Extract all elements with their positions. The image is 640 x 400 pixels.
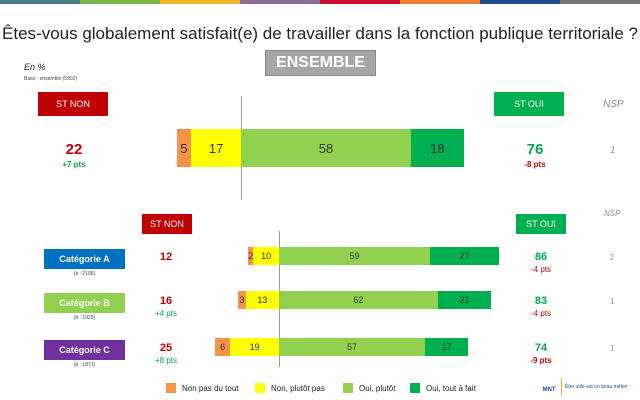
segment-non-plutot-pas: 13	[245, 291, 279, 309]
category-st-oui: 83	[534, 295, 548, 307]
unit-label: En %	[24, 62, 46, 72]
legend-label: Non, plutôt pas	[271, 383, 325, 393]
base-label: Base : ensemble (5902)	[24, 76, 78, 82]
legend-item-oui-plutot: Oui, plutôt	[343, 383, 395, 393]
cat-nsp-header: NSP	[604, 209, 621, 218]
segment-non-pas-du-tout: 5	[176, 129, 192, 167]
category-st-non-delta: +8 pts	[154, 356, 177, 365]
segment-non-plutot-pas: 10	[253, 247, 279, 265]
segment-oui-tout-a-fait: 27	[430, 247, 500, 265]
legend-swatch	[410, 383, 420, 393]
legend-swatch	[255, 383, 265, 393]
category-st-oui-delta: -4 pts	[530, 309, 551, 318]
segment-oui-plutot: 62	[279, 291, 438, 309]
st-oui-header: ST OUI	[494, 92, 564, 116]
category-nsp: 1	[610, 297, 615, 306]
segment-oui-tout-a-fait: 17	[424, 338, 469, 356]
legend-label: Oui, tout à fait	[426, 383, 476, 393]
category-label: Catégorie B	[44, 293, 125, 313]
top-color-stripe	[0, 0, 640, 4]
segment-oui-plutot: 58	[241, 129, 411, 167]
st-non-header: ST NON	[38, 92, 108, 116]
legend-swatch	[343, 383, 353, 393]
category-nsp: 2	[610, 253, 615, 262]
category-nsp: 1	[610, 344, 615, 353]
logo-divider	[561, 378, 562, 396]
category-st-non-delta: +4 pts	[154, 309, 177, 318]
ensemble-badge: ENSEMBLE	[265, 50, 376, 76]
chart-title: Êtes-vous globalement satisfait(e) de tr…	[2, 24, 638, 43]
segment-non-plutot-pas: 19	[230, 338, 279, 356]
cat-st-non-header: ST NON	[142, 214, 192, 234]
category-st-oui-delta: -4 pts	[530, 265, 551, 274]
overall-nsp: 1	[610, 145, 616, 156]
category-st-oui-delta: -9 pts	[530, 356, 552, 365]
legend-item-non-plutot-pas: Non, plutôt pas	[255, 383, 325, 393]
category-st-non: 16	[159, 295, 173, 307]
legend-item-oui-tout-a-fait: Oui, tout à fait	[410, 383, 476, 393]
segment-non-pas-du-tout: 3	[238, 291, 246, 309]
segment-oui-tout-a-fait: 18	[410, 129, 464, 167]
overall-st-non: 22	[65, 141, 83, 158]
segment-oui-plutot: 59	[279, 247, 431, 265]
legend-item-non-pas-du-tout: Non pas du tout	[166, 383, 238, 393]
overall-st-oui-delta: -8 pts	[524, 160, 546, 169]
category-st-oui: 86	[534, 251, 548, 263]
mnt-logo: MNT	[542, 387, 556, 393]
overall-st-oui: 76	[526, 141, 544, 158]
category-st-non: 25	[159, 342, 173, 354]
category-base: (b : 1925)	[73, 315, 96, 321]
segment-oui-tout-a-fait: 21	[437, 291, 492, 309]
category-st-non: 12	[159, 251, 173, 263]
category-base: (b : 2106)	[73, 271, 96, 277]
segment-non-pas-du-tout: 6	[215, 338, 231, 356]
category-base: (b : 1871)	[73, 362, 96, 368]
category-label: Catégorie C	[44, 340, 125, 360]
legend-label: Oui, plutôt	[359, 383, 396, 393]
segment-non-plutot-pas: 17	[191, 129, 241, 167]
cat-st-oui-header: ST OUI	[516, 214, 566, 234]
overall-st-non-delta: +7 pts	[62, 160, 86, 169]
category-st-oui: 74	[534, 342, 548, 354]
legend-swatch	[166, 383, 176, 393]
logo-tagline: Être utile est un beau métier	[565, 384, 628, 390]
segment-non-pas-du-tout: 2	[248, 247, 254, 265]
nsp-header: NSP	[603, 99, 624, 110]
legend-label: Non pas du tout	[182, 383, 239, 393]
segment-oui-plutot: 57	[279, 338, 425, 356]
category-label: Catégorie A	[44, 249, 125, 269]
